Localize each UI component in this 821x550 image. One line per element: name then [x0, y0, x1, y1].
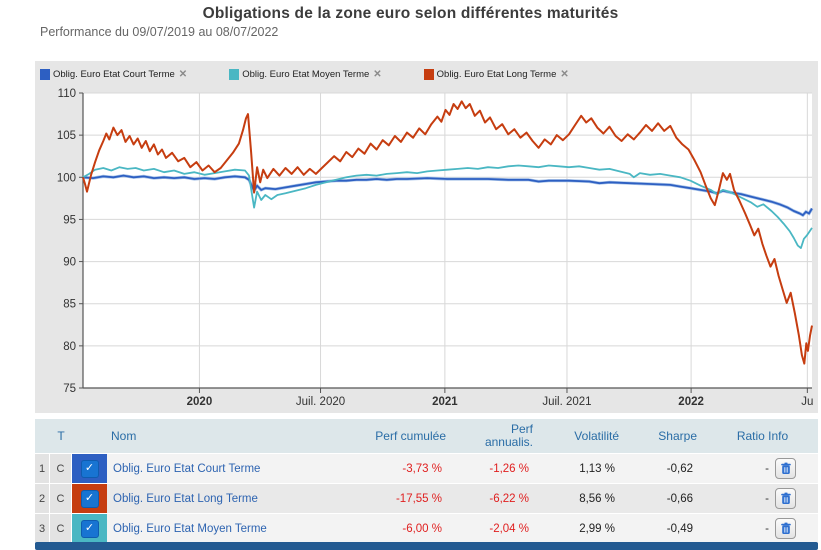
ratio-info-cell: - — [711, 458, 818, 479]
table-row: 1 C ✓ Oblig. Euro Etat Court Terme -3,73 % -1… — [35, 453, 818, 483]
y-tick-label: 105 — [57, 130, 76, 142]
trash-icon — [780, 522, 791, 534]
col-header-sharpe: Sharpe — [658, 429, 697, 443]
y-tick-label: 80 — [63, 341, 76, 353]
sharpe-value: -0,66 — [666, 492, 693, 505]
legend-close-icon[interactable]: ✕ — [560, 69, 569, 80]
performance-period-label: Performance du 09/07/2019 au 08/07/2022 — [40, 25, 279, 39]
ratio-info-cell: - — [711, 488, 818, 509]
remove-fund-button[interactable] — [775, 488, 796, 509]
col-header-volatilite: Volatilité — [574, 429, 619, 443]
legend-color-swatch — [40, 69, 50, 80]
ratio-info-cell: - — [711, 518, 818, 539]
col-header-perf-cumulee: Perf cumulée — [375, 429, 446, 443]
col-header-ratio-info: Ratio Info — [736, 429, 789, 443]
row-number: 1 — [35, 454, 50, 483]
x-tick-label: Ju — [801, 396, 813, 408]
row-type: C — [50, 454, 72, 483]
fund-name-link[interactable]: Oblig. Euro Etat Long Terme — [113, 492, 258, 505]
legend-label: Oblig. Euro Etat Long Terme — [436, 69, 557, 80]
y-tick-label: 75 — [63, 383, 76, 395]
x-tick-label: Juil. 2021 — [542, 396, 591, 408]
row-number: 3 — [35, 514, 50, 543]
y-tick-label: 85 — [63, 299, 76, 311]
remove-fund-button[interactable] — [775, 518, 796, 539]
table-row: 3 C ✓ Oblig. Euro Etat Moyen Terme -6,00 % -2… — [35, 513, 818, 543]
series-line-long-terme — [82, 100, 813, 365]
fund-name-link[interactable]: Oblig. Euro Etat Moyen Terme — [113, 522, 267, 535]
perf-cumulee-value: -3,73 % — [402, 462, 442, 475]
chart-legend: Oblig. Euro Etat Court Terme ✕ Oblig. Euro… — [35, 61, 818, 88]
perf-annualisee-value: -2,04 % — [489, 522, 529, 535]
row-type: C — [50, 514, 72, 543]
col-header-perf-annualisee: Perf annualis. — [484, 423, 533, 449]
row-number: 2 — [35, 484, 50, 513]
legend-close-icon[interactable]: ✕ — [373, 69, 382, 80]
legend-label: Oblig. Euro Etat Court Terme — [53, 69, 175, 80]
trash-icon — [780, 462, 791, 474]
remove-fund-button[interactable] — [775, 458, 796, 479]
x-tick-label: Juil. 2020 — [296, 396, 345, 408]
volatilite-value: 8,56 % — [579, 492, 615, 505]
series-color-cell: ✓ — [72, 454, 107, 483]
legend-color-swatch — [229, 69, 240, 80]
volatilite-value: 1,13 % — [579, 462, 615, 475]
x-tick-label: 2020 — [187, 396, 213, 408]
perf-cumulee-value: -17,55 % — [395, 492, 442, 505]
funds-table: T Nom Perf cumulée Perf annualis. Volati… — [35, 419, 818, 545]
fund-name-link[interactable]: Oblig. Euro Etat Court Terme — [113, 462, 261, 475]
col-header-nom: Nom — [111, 429, 137, 443]
y-tick-label: 90 — [63, 257, 76, 269]
perf-cumulee-value: -6,00 % — [402, 522, 442, 535]
ratio-info-value: - — [765, 522, 769, 535]
col-header-t: T — [57, 429, 65, 443]
legend-item: Oblig. Euro Etat Court Terme ✕ — [40, 69, 187, 80]
y-tick-label: 95 — [63, 214, 76, 226]
legend-item: Oblig. Euro Etat Long Terme ✕ — [423, 69, 569, 80]
line-chart-plot: 75 80 85 90 95 100 105 110 2020 Juil. 2020 2021 Jui… — [35, 88, 818, 413]
performance-chart: Oblig. Euro Etat Court Terme ✕ Oblig. Euro… — [35, 61, 818, 413]
page-title: Obligations de la zone euro selon différ… — [202, 5, 619, 22]
x-tick-label: 2022 — [678, 396, 704, 408]
table-row: 2 C ✓ Oblig. Euro Etat Long Terme -17,55 % -6… — [35, 483, 818, 513]
trash-icon — [780, 492, 791, 504]
table-horizontal-scrollbar[interactable] — [35, 542, 818, 550]
legend-item: Oblig. Euro Etat Moyen Terme ✕ — [229, 69, 382, 80]
table-header-row: T Nom Perf cumulée Perf annualis. Volati… — [35, 419, 818, 453]
series-visibility-checkbox[interactable]: ✓ — [80, 519, 99, 538]
plot-area — [83, 93, 812, 388]
volatilite-value: 2,99 % — [579, 522, 615, 535]
perf-annualisee-value: -6,22 % — [489, 492, 529, 505]
table-body: 1 C ✓ Oblig. Euro Etat Court Terme -3,73 % -1… — [35, 453, 818, 543]
ratio-info-value: - — [765, 462, 769, 475]
sharpe-value: -0,49 — [666, 522, 693, 535]
y-tick-label: 110 — [58, 88, 76, 100]
series-color-cell: ✓ — [72, 484, 107, 513]
series-line-moyen-terme — [82, 164, 813, 250]
ratio-info-value: - — [765, 492, 769, 505]
legend-label: Oblig. Euro Etat Moyen Terme — [242, 69, 370, 80]
legend-color-swatch — [423, 69, 434, 80]
sharpe-value: -0,62 — [666, 462, 693, 475]
perf-annualisee-value: -1,26 % — [489, 462, 529, 475]
series-visibility-checkbox[interactable]: ✓ — [80, 459, 99, 478]
y-tick-label: 100 — [57, 172, 76, 184]
page: Obligations de la zone euro selon différ… — [0, 5, 821, 550]
row-type: C — [50, 484, 72, 513]
x-tick-label: 2021 — [432, 396, 458, 408]
series-color-cell: ✓ — [72, 514, 107, 543]
legend-close-icon[interactable]: ✕ — [178, 69, 188, 80]
series-visibility-checkbox[interactable]: ✓ — [80, 489, 99, 508]
